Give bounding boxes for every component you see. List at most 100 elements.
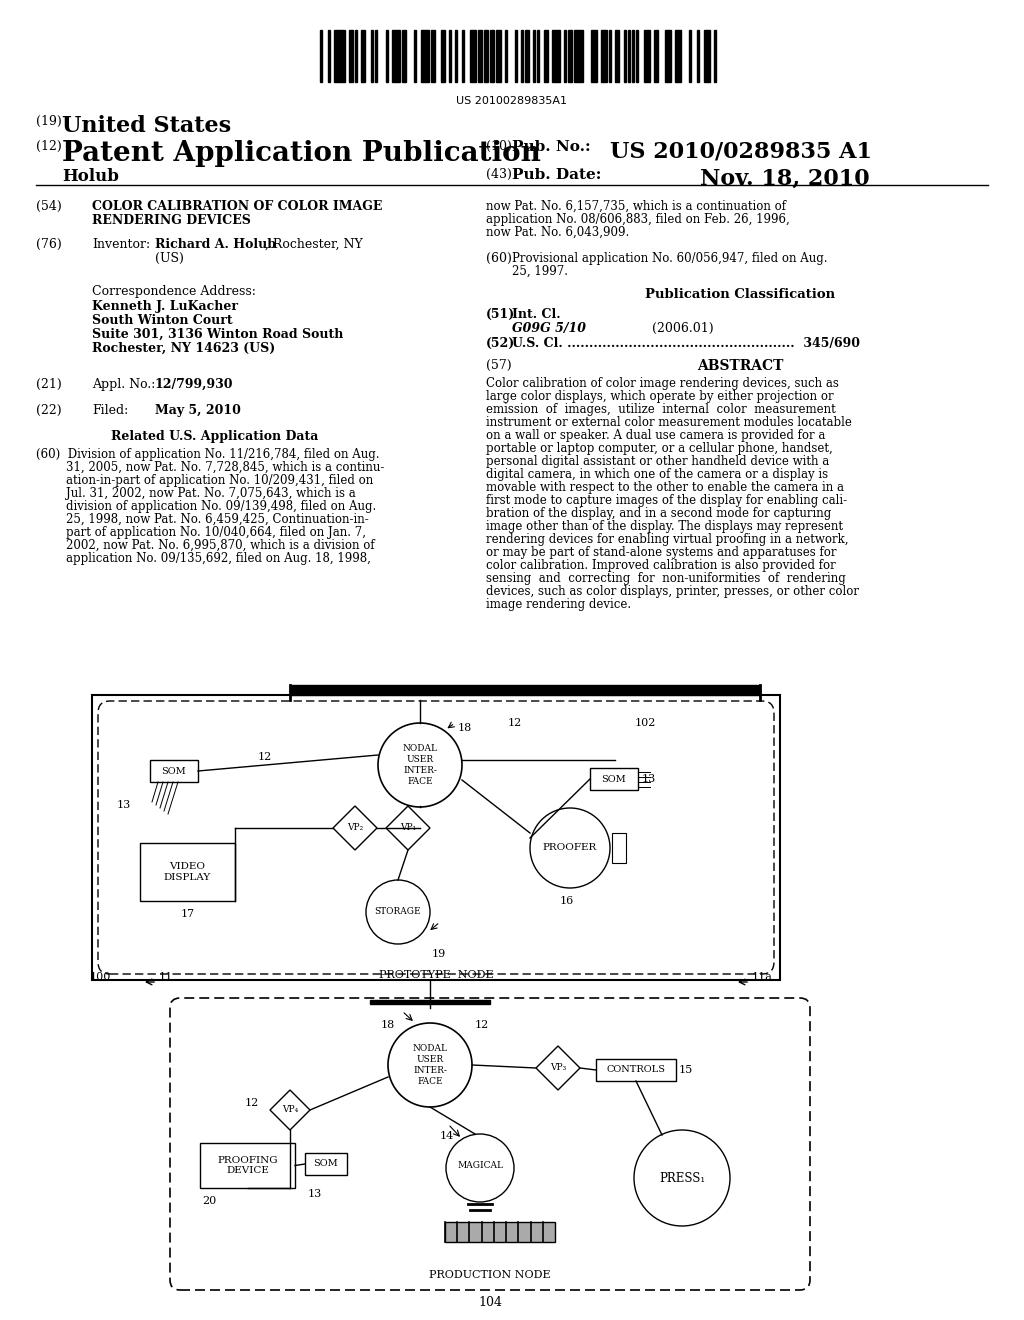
Bar xyxy=(92,696,780,979)
Bar xyxy=(525,30,529,82)
Bar xyxy=(402,30,407,82)
Bar xyxy=(609,30,611,82)
Text: 13: 13 xyxy=(642,774,656,784)
Bar xyxy=(376,30,378,82)
Text: , Rochester, NY: , Rochester, NY xyxy=(265,238,362,251)
Text: emission  of  images,  utilize  internal  color  measurement: emission of images, utilize internal col… xyxy=(486,403,836,416)
Bar xyxy=(624,30,626,82)
Bar xyxy=(654,30,658,82)
Polygon shape xyxy=(536,1045,580,1090)
Bar xyxy=(590,768,638,789)
Bar xyxy=(534,30,536,82)
Text: large color displays, which operate by either projection or: large color displays, which operate by e… xyxy=(486,389,834,403)
Text: Correspondence Address:: Correspondence Address: xyxy=(92,285,256,298)
Text: US 2010/0289835 A1: US 2010/0289835 A1 xyxy=(610,140,872,162)
Text: SOM: SOM xyxy=(602,775,627,784)
Text: 102: 102 xyxy=(635,718,656,729)
Bar xyxy=(450,30,452,82)
Text: G09G 5/10: G09G 5/10 xyxy=(512,322,586,335)
Text: (10): (10) xyxy=(486,140,512,153)
Text: now Pat. No. 6,043,909.: now Pat. No. 6,043,909. xyxy=(486,226,630,239)
Bar xyxy=(591,30,597,82)
Text: (21): (21) xyxy=(36,378,61,391)
Text: 18: 18 xyxy=(458,723,472,733)
Text: devices, such as color displays, printer, presses, or other color: devices, such as color displays, printer… xyxy=(486,585,859,598)
Text: Holub: Holub xyxy=(62,168,119,185)
Text: US 20100289835A1: US 20100289835A1 xyxy=(457,96,567,106)
Text: Jul. 31, 2002, now Pat. No. 7,075,643, which is a: Jul. 31, 2002, now Pat. No. 7,075,643, w… xyxy=(36,487,355,500)
Text: Suite 301, 3136 Winton Road South: Suite 301, 3136 Winton Road South xyxy=(92,327,343,341)
Bar xyxy=(305,1152,347,1175)
Text: SOM: SOM xyxy=(162,767,186,776)
Bar xyxy=(568,30,572,82)
Bar xyxy=(456,30,458,82)
Text: 19: 19 xyxy=(432,949,446,960)
Text: NODAL
USER
INTER-
FACE: NODAL USER INTER- FACE xyxy=(402,744,437,785)
Text: portable or laptop computer, or a cellular phone, handset,: portable or laptop computer, or a cellul… xyxy=(486,442,833,455)
Text: rendering devices for enabling virtual proofing in a network,: rendering devices for enabling virtual p… xyxy=(486,533,849,546)
Bar xyxy=(140,843,234,902)
Text: 13: 13 xyxy=(117,800,131,810)
Text: 17: 17 xyxy=(180,909,195,919)
Text: (60)  Division of application No. 11/216,784, filed on Aug.: (60) Division of application No. 11/216,… xyxy=(36,447,380,461)
Text: 25, 1997.: 25, 1997. xyxy=(512,265,568,279)
Text: May 5, 2010: May 5, 2010 xyxy=(155,404,241,417)
Polygon shape xyxy=(386,807,430,850)
Bar xyxy=(441,30,445,82)
Bar xyxy=(596,1059,676,1081)
Text: VP₃: VP₃ xyxy=(550,1064,566,1072)
Bar xyxy=(552,30,560,82)
Text: division of application No. 09/139,498, filed on Aug.: division of application No. 09/139,498, … xyxy=(36,500,376,513)
Text: Pub. Date:: Pub. Date: xyxy=(512,168,601,182)
Text: Kenneth J. LuKacher: Kenneth J. LuKacher xyxy=(92,300,238,313)
Text: (57): (57) xyxy=(486,359,512,372)
Text: Appl. No.:: Appl. No.: xyxy=(92,378,156,391)
Text: 31, 2005, now Pat. No. 7,728,845, which is a continu-: 31, 2005, now Pat. No. 7,728,845, which … xyxy=(36,461,384,474)
Text: 16: 16 xyxy=(560,896,574,906)
Text: instrument or external color measurement modules locatable: instrument or external color measurement… xyxy=(486,416,852,429)
Bar xyxy=(675,30,681,82)
Text: Rochester, NY 14623 (US): Rochester, NY 14623 (US) xyxy=(92,342,275,355)
Bar xyxy=(478,30,482,82)
Text: STORAGE: STORAGE xyxy=(375,908,421,916)
Bar xyxy=(636,30,638,82)
Text: 12: 12 xyxy=(475,1020,489,1030)
Text: on a wall or speaker. A dual use camera is provided for a: on a wall or speaker. A dual use camera … xyxy=(486,429,825,442)
Bar xyxy=(462,30,464,82)
Text: VIDEO
DISPLAY: VIDEO DISPLAY xyxy=(164,862,211,882)
Text: (52): (52) xyxy=(486,337,515,350)
Bar xyxy=(490,30,495,82)
Bar xyxy=(386,30,388,82)
Text: ABSTRACT: ABSTRACT xyxy=(696,359,783,374)
Text: PRESS₁: PRESS₁ xyxy=(658,1172,706,1184)
Text: South Winton Court: South Winton Court xyxy=(92,314,232,327)
Text: 12: 12 xyxy=(245,1098,259,1107)
Text: 13: 13 xyxy=(308,1189,323,1199)
Text: U.S. Cl. ....................................................  345/690: U.S. Cl. ...............................… xyxy=(512,337,860,350)
Text: first mode to capture images of the display for enabling cali-: first mode to capture images of the disp… xyxy=(486,494,847,507)
Bar xyxy=(200,1143,295,1188)
Text: now Pat. No. 6,157,735, which is a continuation of: now Pat. No. 6,157,735, which is a conti… xyxy=(486,201,786,213)
Text: (51): (51) xyxy=(486,308,515,321)
Bar xyxy=(335,30,345,82)
Text: or may be part of stand-alone systems and apparatuses for: or may be part of stand-alone systems an… xyxy=(486,546,837,558)
Bar xyxy=(484,30,488,82)
Bar xyxy=(392,30,400,82)
Text: NODAL
USER
INTER-
FACE: NODAL USER INTER- FACE xyxy=(413,1044,447,1085)
Text: image other than of the display. The displays may represent: image other than of the display. The dis… xyxy=(486,520,843,533)
Bar xyxy=(601,30,607,82)
Text: (22): (22) xyxy=(36,404,61,417)
Text: (19): (19) xyxy=(36,115,61,128)
Text: 12: 12 xyxy=(508,718,522,729)
Bar xyxy=(470,30,476,82)
Bar xyxy=(355,30,357,82)
Text: VP₄: VP₄ xyxy=(282,1106,298,1114)
Text: (12): (12) xyxy=(36,140,61,153)
Bar xyxy=(703,30,710,82)
Text: 12: 12 xyxy=(258,752,272,762)
Bar xyxy=(632,30,634,82)
Bar xyxy=(689,30,691,82)
Text: movable with respect to the other to enable the camera in a: movable with respect to the other to ena… xyxy=(486,480,844,494)
Text: 2002, now Pat. No. 6,995,870, which is a division of: 2002, now Pat. No. 6,995,870, which is a… xyxy=(36,539,375,552)
Text: digital camera, in which one of the camera or a display is: digital camera, in which one of the came… xyxy=(486,469,828,480)
